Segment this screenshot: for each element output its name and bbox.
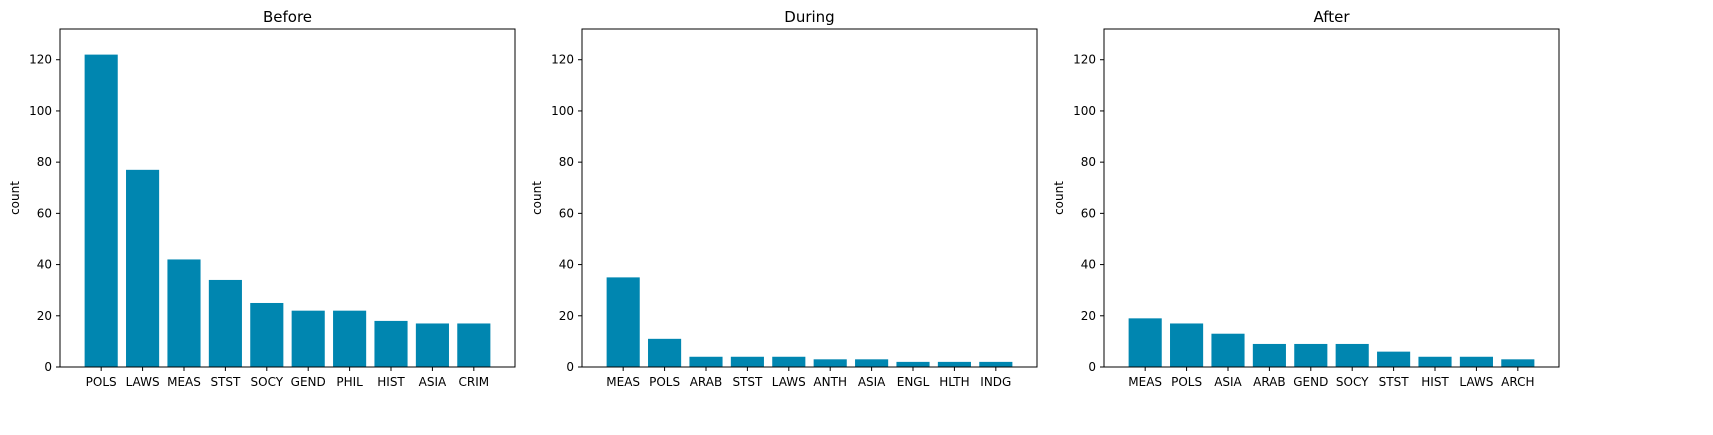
x-tick-label: LAWS	[772, 375, 806, 389]
bar-group: MEAS POLS ARAB STST LAWS ANTH ASIA ENGL HLTH INDG…	[551, 53, 1013, 389]
bar	[730, 356, 764, 367]
bar	[1501, 359, 1535, 367]
bar	[689, 356, 723, 367]
bar	[1294, 343, 1328, 367]
bar	[606, 277, 640, 367]
x-tick-label: MEAS	[1128, 375, 1162, 389]
y-tick-label: 0	[566, 360, 574, 374]
y-tick-label: 120	[551, 53, 574, 67]
x-tick-label: ANTH	[813, 375, 847, 389]
bar	[979, 361, 1013, 367]
plot-frame	[59, 28, 516, 368]
x-tick-label: GEND	[291, 375, 326, 389]
x-tick-label: ASIA	[1214, 375, 1242, 389]
x-tick-label: ARCH	[1501, 375, 1534, 389]
x-tick-label: ENGL	[897, 375, 930, 389]
y-tick-label: 20	[559, 309, 574, 323]
bar	[1170, 323, 1204, 367]
bar	[208, 279, 242, 367]
bar	[648, 338, 682, 367]
y-tick-label: 0	[1088, 360, 1096, 374]
subplot-during: During count MEAS POLS ARAB STST LAWS ANTH ASI…	[530, 8, 1038, 389]
x-tick-label: STST	[1379, 375, 1410, 389]
x-tick-label: STST	[210, 375, 241, 389]
x-tick-label: STST	[732, 375, 763, 389]
x-tick-label: HLTH	[939, 375, 969, 389]
x-tick-label: ARAB	[1253, 375, 1286, 389]
x-tick-label: POLS	[1171, 375, 1202, 389]
y-tick-label: 80	[559, 155, 574, 169]
x-tick-label: SOCY	[251, 375, 284, 389]
x-tick-label: LAWS	[126, 375, 160, 389]
x-tick-label: ASIA	[858, 375, 886, 389]
y-tick-label: 40	[37, 258, 52, 272]
bar	[250, 302, 284, 367]
bar	[457, 323, 491, 367]
chart-title: After	[1313, 8, 1350, 26]
y-tick-label: 40	[1081, 258, 1096, 272]
x-tick-label: SOCY	[1336, 375, 1369, 389]
x-tick-label: LAWS	[1459, 375, 1493, 389]
plot-frame	[581, 28, 1038, 368]
y-tick-label: 20	[37, 309, 52, 323]
y-tick-label: 80	[37, 155, 52, 169]
x-tick-label: MEAS	[167, 375, 201, 389]
y-axis-label: count	[530, 181, 544, 215]
x-tick-label: GEND	[1293, 375, 1328, 389]
bar	[772, 356, 806, 367]
y-tick-label: 80	[1081, 155, 1096, 169]
x-tick-label: POLS	[86, 375, 117, 389]
y-tick-label: 60	[1081, 206, 1096, 220]
y-tick-label: 100	[551, 104, 574, 118]
bar-group: POLS LAWS MEAS STST SOCY GEND PHIL HIST ASIA CRIM…	[29, 53, 491, 389]
bar	[374, 320, 408, 367]
bar	[1211, 333, 1245, 367]
bar	[855, 359, 889, 367]
y-axis-label: count	[1052, 181, 1066, 215]
subplot-before: Before count POLS LAWS MEAS STST SOCY GEND PHI…	[8, 8, 516, 389]
chart-title: During	[784, 8, 834, 26]
bar	[291, 310, 325, 367]
bar	[415, 323, 449, 367]
bar	[84, 54, 118, 368]
y-tick-label: 0	[44, 360, 52, 374]
x-tick-label: HIST	[377, 375, 405, 389]
y-tick-label: 60	[559, 206, 574, 220]
x-tick-label: PHIL	[336, 375, 363, 389]
bar	[1128, 318, 1162, 367]
y-tick-label: 120	[29, 53, 52, 67]
bar	[167, 259, 201, 367]
bar	[1377, 351, 1411, 367]
bar	[937, 361, 971, 367]
bar	[333, 310, 367, 367]
bar	[126, 169, 160, 367]
x-tick-label: POLS	[649, 375, 680, 389]
bar-group: MEAS POLS ASIA ARAB GEND SOCY STST HIST LAWS ARCH…	[1073, 53, 1534, 389]
bar	[1252, 343, 1286, 367]
bar	[813, 359, 847, 367]
bar	[1459, 356, 1493, 367]
x-tick-label: ASIA	[419, 375, 447, 389]
plot-frame	[1103, 28, 1560, 368]
bar	[1335, 343, 1369, 367]
x-tick-label: CRIM	[459, 375, 490, 389]
y-axis-label: count	[8, 181, 22, 215]
chart-title: Before	[263, 8, 312, 26]
x-tick-label: INDG	[980, 375, 1011, 389]
y-tick-label: 20	[1081, 309, 1096, 323]
y-tick-label: 120	[1073, 53, 1096, 67]
x-tick-label: ARAB	[690, 375, 723, 389]
y-tick-label: 40	[559, 258, 574, 272]
y-tick-label: 100	[1073, 104, 1096, 118]
y-tick-label: 60	[37, 206, 52, 220]
x-tick-label: HIST	[1421, 375, 1449, 389]
bar	[1418, 356, 1452, 367]
x-tick-label: MEAS	[606, 375, 640, 389]
bar	[896, 361, 930, 367]
subplot-after: After count MEAS POLS ASIA ARAB GEND SOCY STST…	[1052, 8, 1560, 389]
y-tick-label: 100	[29, 104, 52, 118]
